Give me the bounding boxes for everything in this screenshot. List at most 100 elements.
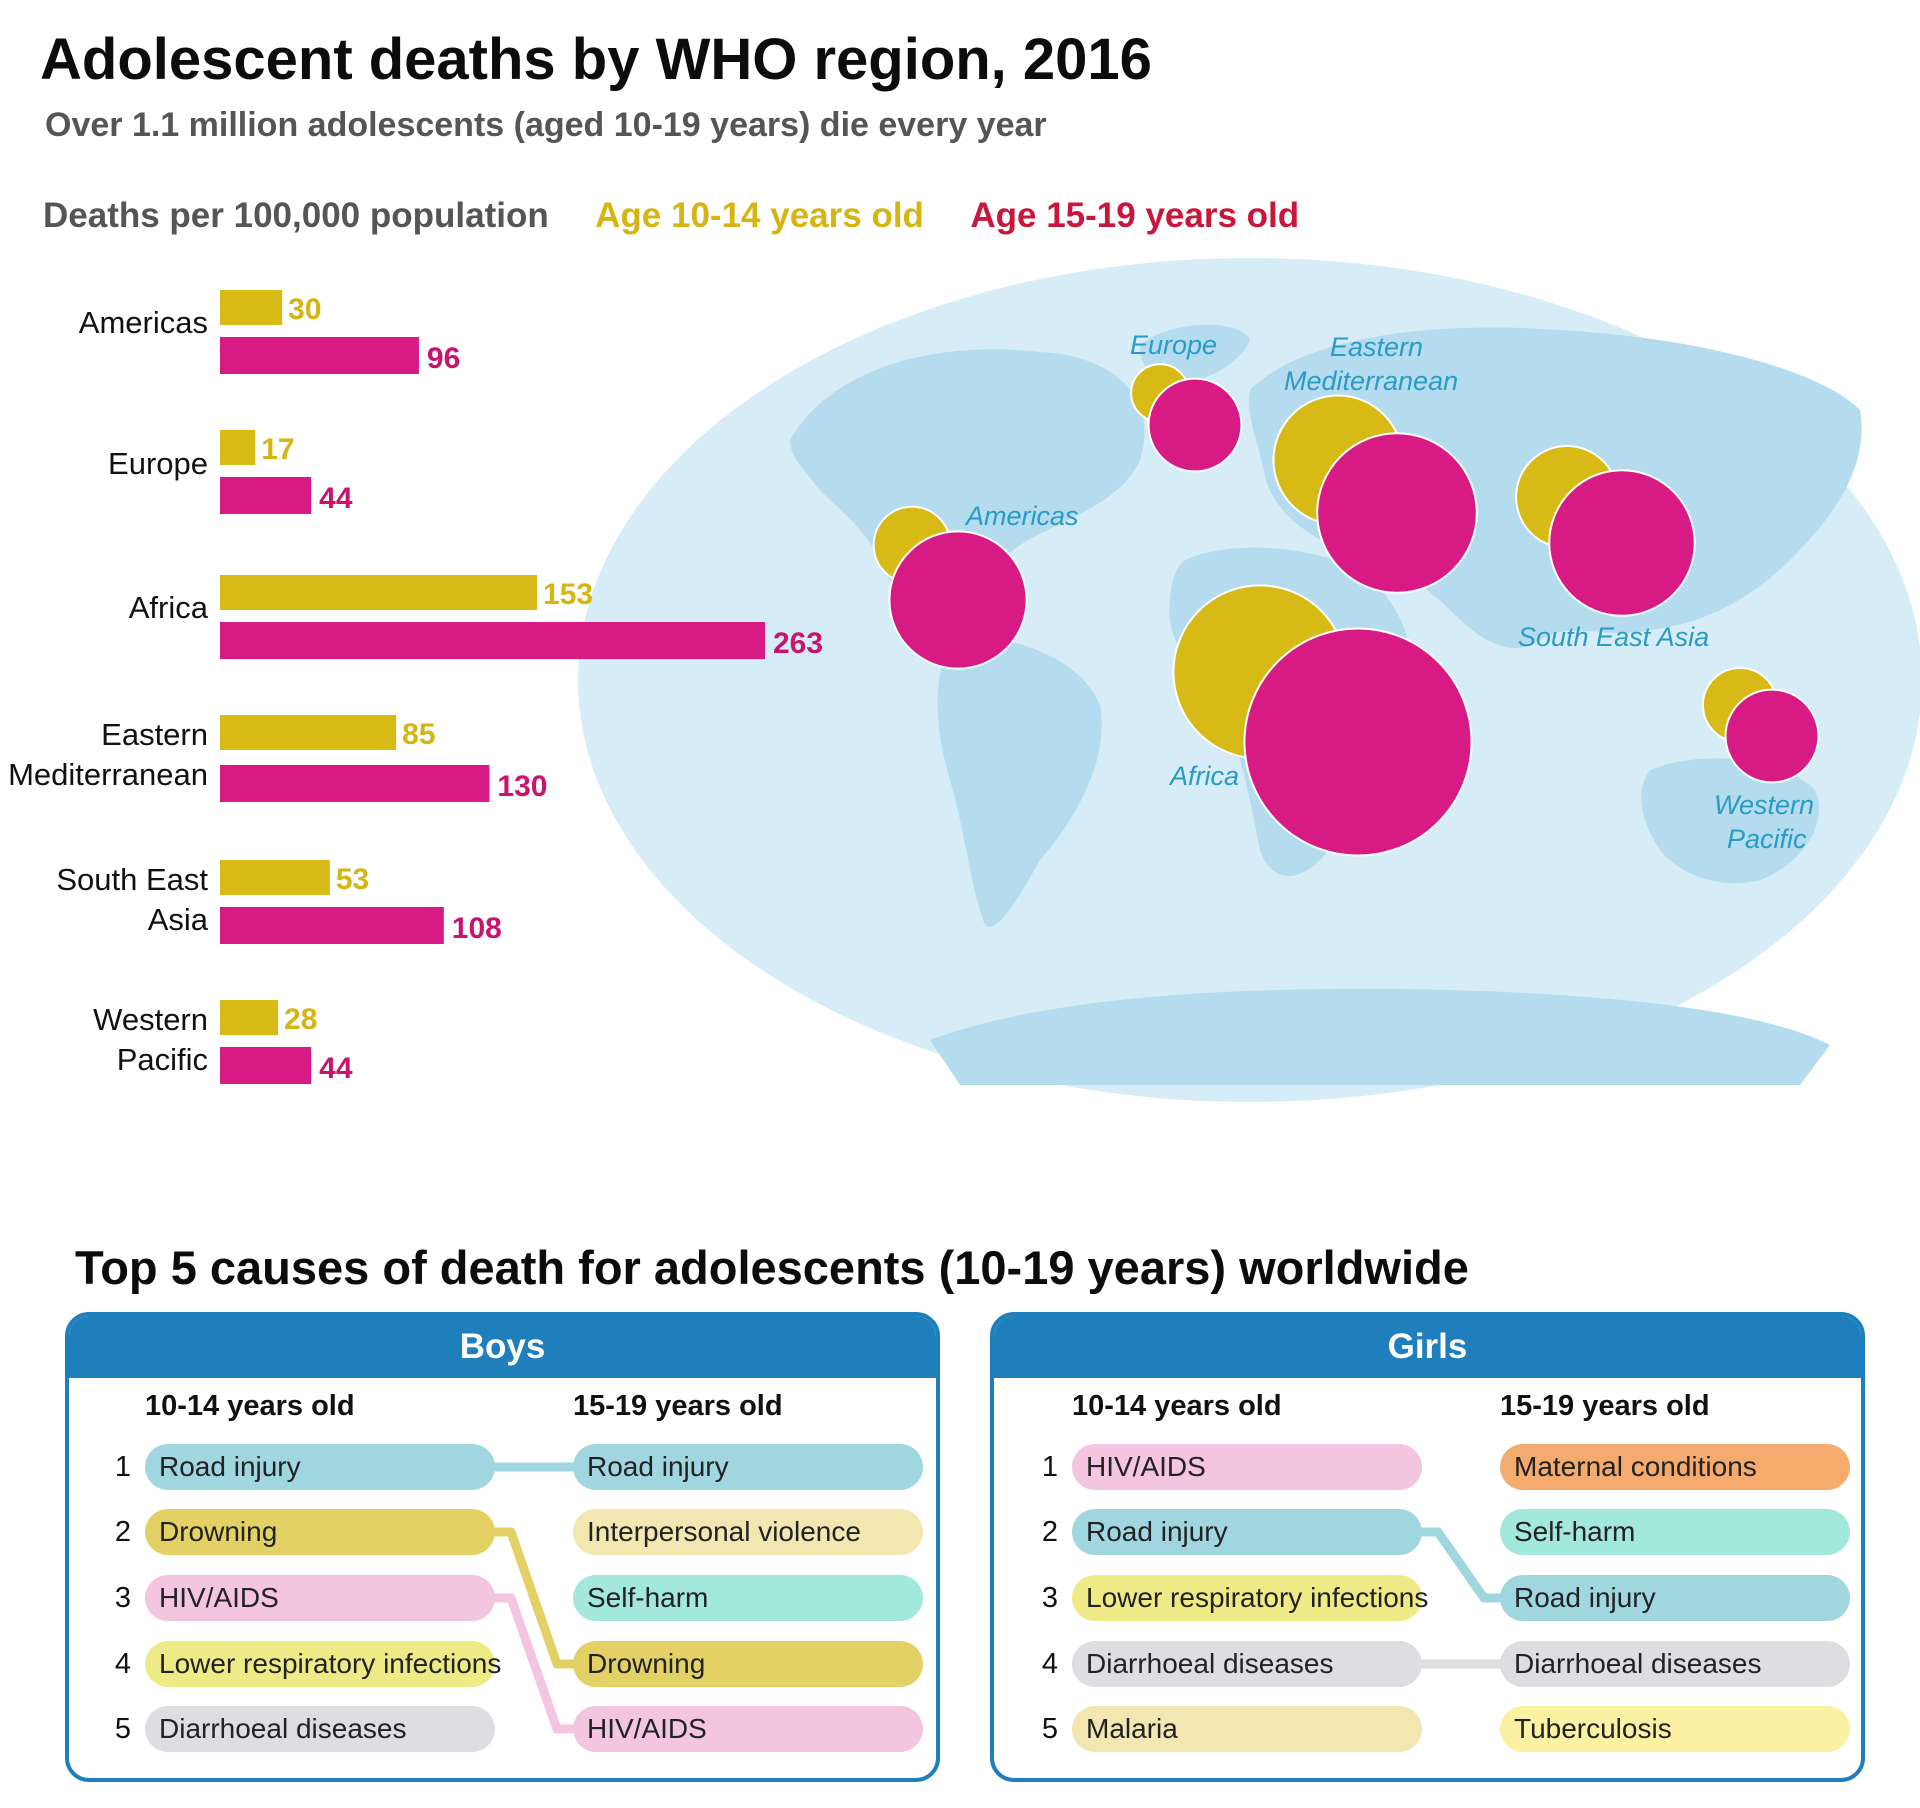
map-label-eastern-mediterranean-2: Mediterranean <box>1284 366 1458 396</box>
bar-15-19-americas <box>220 337 419 374</box>
bar-15-19-western-pacific <box>220 1047 312 1084</box>
girls-cause-10-14-4: Diarrhoeal diseases <box>1072 1641 1422 1687</box>
subtitle: Over 1.1 million adolescents (aged 10-19… <box>45 106 1047 144</box>
girls-cause-10-14-1: HIV/AIDS <box>1072 1444 1422 1490</box>
map-label-europe: Europe <box>1130 330 1217 360</box>
legend-age-10-14: Age 10-14 years old <box>595 196 924 235</box>
map-bubbles: Americas Europe Africa Eastern Mediterranean… <box>872 330 1820 857</box>
bubble-15-19-americas <box>888 530 1028 670</box>
bar-15-19-eastern-mediterranean <box>220 765 490 802</box>
boys-rank-1: 1 <box>114 1451 132 1483</box>
bar-15-19-south-east-asia <box>220 907 444 944</box>
boys-cause-15-19-2: Interpersonal violence <box>573 1509 923 1555</box>
girls-rank-4: 4 <box>1041 1648 1059 1680</box>
region-label-western-pacific-line1: Western <box>93 1002 208 1037</box>
map-label-americas: Americas <box>964 501 1079 531</box>
boys-cause-10-14-5: Diarrhoeal diseases <box>145 1706 495 1752</box>
boys-col-15-19: 15-19 years old <box>573 1390 783 1422</box>
map-label-western-pacific-2: Pacific <box>1727 824 1807 854</box>
region-label-europe-line1: Europe <box>108 446 208 481</box>
boys-rank-3: 3 <box>114 1582 132 1614</box>
region-label-africa-line1: Africa <box>128 590 208 625</box>
map-label-africa: Africa <box>1168 761 1239 791</box>
boys-cause-10-14-1: Road injury <box>145 1444 495 1490</box>
boys-cause-15-19-5: HIV/AIDS <box>573 1706 923 1752</box>
boys-cause-15-19-1: Road injury <box>573 1444 923 1490</box>
girls-col-15-19: 15-19 years old <box>1500 1390 1710 1422</box>
bar-value-10-14-south-east-asia: 53 <box>336 863 369 896</box>
bar-value-15-19-europe: 44 <box>319 482 353 515</box>
map-label-south-east-asia: South East Asia <box>1518 622 1709 652</box>
girls-col-10-14: 10-14 years old <box>1072 1390 1282 1422</box>
boys-cause-15-19-4: Drowning <box>573 1641 923 1687</box>
boys-col-10-14: 10-14 years old <box>145 1390 355 1422</box>
bubble-15-19-europe <box>1147 377 1243 473</box>
region-label-americas-line1: Americas <box>78 305 208 340</box>
bubble-15-19-africa <box>1243 627 1473 857</box>
australia-shape <box>1641 758 1819 884</box>
bar-value-10-14-africa: 153 <box>543 578 593 611</box>
bar-value-15-19-south-east-asia: 108 <box>452 912 502 945</box>
boys-rank-5: 5 <box>114 1713 132 1745</box>
region-label-africa: Africa <box>8 588 208 628</box>
region-label-western-pacific: Western Pacific <box>8 1000 208 1080</box>
antarctica-shape <box>930 988 1830 1085</box>
region-label-eastern-mediterranean: Eastern Mediterranean <box>8 715 208 795</box>
bar-value-10-14-western-pacific: 28 <box>284 1003 317 1036</box>
girls-rank-5: 5 <box>1041 1713 1059 1745</box>
girls-cause-10-14-5: Malaria <box>1072 1706 1422 1752</box>
bar-10-14-africa <box>220 575 538 610</box>
girls-rank-2: 2 <box>1041 1516 1059 1548</box>
girls-cause-15-19-5: Tuberculosis <box>1500 1706 1850 1752</box>
girls-rank-1: 1 <box>1041 1451 1059 1483</box>
bar-value-10-14-europe: 17 <box>261 433 294 466</box>
bar-value-15-19-eastern-mediterranean: 130 <box>497 770 547 803</box>
causes-title: Top 5 causes of death for adolescents (1… <box>75 1241 1469 1294</box>
bubble-15-19-eastern-mediterranean <box>1316 432 1478 594</box>
north-america-shape <box>790 349 1145 629</box>
bar-15-19-africa <box>220 622 765 659</box>
boys-rank-4: 4 <box>114 1648 132 1680</box>
girls-cause-15-19-1: Maternal conditions <box>1500 1444 1850 1490</box>
girls-cause-10-14-2: Road injury <box>1072 1509 1422 1555</box>
boys-cause-10-14-3: HIV/AIDS <box>145 1575 495 1621</box>
legend: Deaths per 100,000 population Age 10-14 … <box>43 196 1337 236</box>
boys-rank-2: 2 <box>114 1516 132 1548</box>
region-label-western-pacific-line2: Pacific <box>116 1042 208 1077</box>
girls-cause-10-14-3: Lower respiratory infections <box>1072 1575 1428 1621</box>
region-label-south-east-asia-line1: South East <box>56 862 208 897</box>
bubble-15-19-western-pacific <box>1724 688 1820 784</box>
map-label-eastern-mediterranean-1: Eastern <box>1330 332 1423 362</box>
region-label-south-east-asia: South East Asia <box>8 860 208 940</box>
region-label-europe: Europe <box>8 444 208 484</box>
boys-panel-header: Boys <box>69 1316 936 1378</box>
map-label-western-pacific-1: Western <box>1714 790 1814 820</box>
south-america-shape <box>937 637 1102 927</box>
bar-value-10-14-americas: 30 <box>288 293 321 326</box>
region-label-americas: Americas <box>8 303 208 343</box>
boys-cause-10-14-4: Lower respiratory infections <box>145 1641 501 1687</box>
girls-cause-15-19-4: Diarrhoeal diseases <box>1500 1641 1850 1687</box>
girls-rank-3: 3 <box>1041 1582 1059 1614</box>
bar-value-10-14-eastern-mediterranean: 85 <box>402 718 435 751</box>
bar-15-19-europe <box>220 477 312 514</box>
legend-age-15-19: Age 15-19 years old <box>970 196 1300 235</box>
region-label-eastern-mediterranean-line2: Mediterranean <box>8 757 208 792</box>
bar-value-15-19-western-pacific: 44 <box>319 1052 353 1085</box>
girls-panel-header: Girls <box>994 1316 1861 1378</box>
region-label-eastern-mediterranean-line1: Eastern <box>101 717 208 752</box>
bar-10-14-western-pacific <box>220 1000 279 1035</box>
main-title: Adolescent deaths by WHO region, 2016 <box>40 27 1152 92</box>
bubble-15-19-south-east-asia <box>1548 469 1696 617</box>
bar-value-15-19-americas: 96 <box>427 342 460 375</box>
region-label-south-east-asia-line2: Asia <box>147 902 208 937</box>
bar-value-15-19-africa: 263 <box>773 627 823 660</box>
girls-cause-15-19-2: Self-harm <box>1500 1509 1850 1555</box>
bar-10-14-eastern-mediterranean <box>220 715 397 750</box>
boys-cause-10-14-2: Drowning <box>145 1509 495 1555</box>
legend-metric-label: Deaths per 100,000 population <box>43 196 549 235</box>
boys-cause-15-19-3: Self-harm <box>573 1575 923 1621</box>
bar-10-14-south-east-asia <box>220 860 330 895</box>
bar-10-14-europe <box>220 430 256 465</box>
